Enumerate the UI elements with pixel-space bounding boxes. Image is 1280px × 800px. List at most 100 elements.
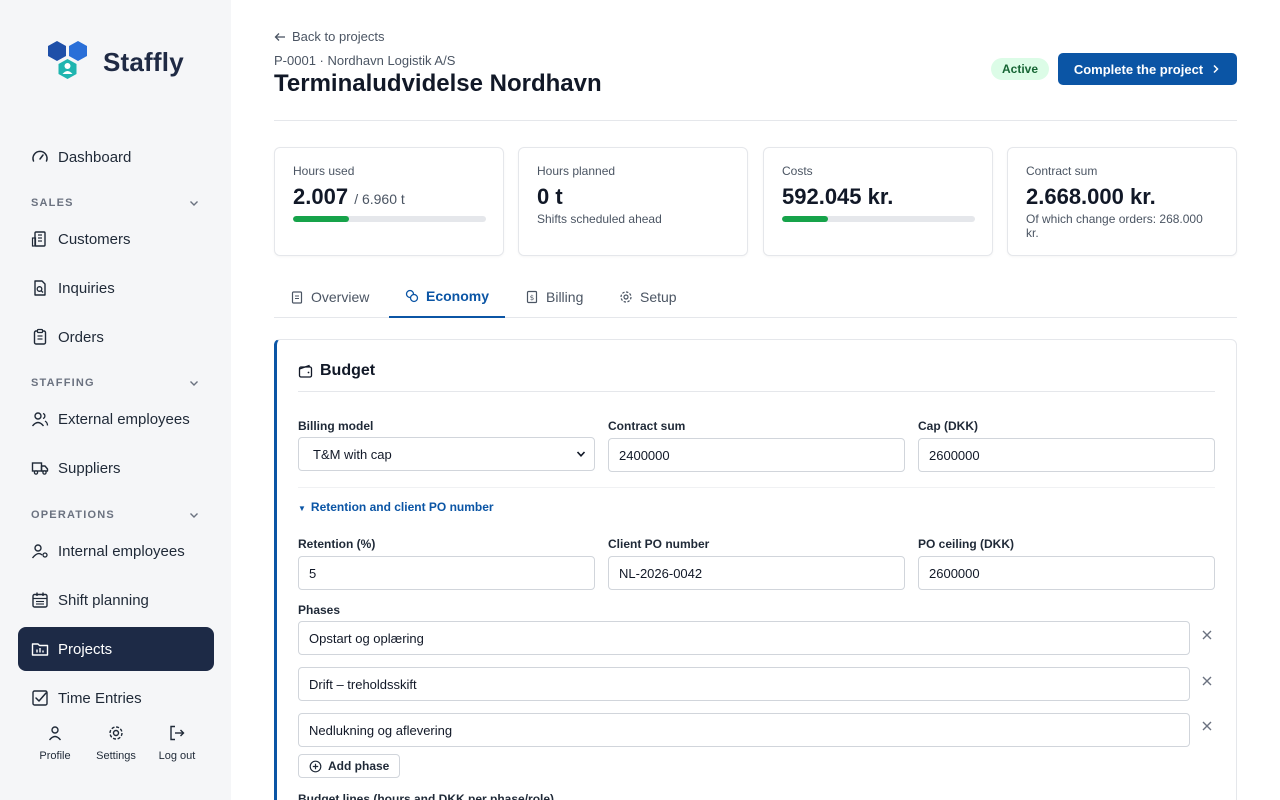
stat-label: Costs bbox=[782, 164, 813, 178]
section-sales[interactable]: SALES bbox=[31, 197, 199, 209]
wallet-icon bbox=[298, 364, 313, 378]
stat-label: Contract sum bbox=[1026, 164, 1098, 178]
app-name: Staffly bbox=[103, 46, 184, 77]
costs-progress bbox=[782, 216, 975, 222]
gear-icon bbox=[109, 726, 123, 740]
stat-value: 2.007 / 6.960 t bbox=[293, 184, 485, 210]
retention-input[interactable]: 5 bbox=[298, 556, 595, 590]
sidebar-item-orders[interactable]: Orders bbox=[18, 315, 214, 359]
budget-panel: Budget Billing model T&M with cap Contra… bbox=[274, 339, 1237, 800]
po-ceiling-label: PO ceiling (DKK) bbox=[918, 537, 1015, 551]
phase-input[interactable]: Drift – treholdsskift bbox=[298, 667, 1190, 701]
users-icon bbox=[31, 412, 49, 427]
stat-card-hours-used: Hours used 2.007 / 6.960 t bbox=[274, 147, 504, 256]
logout-label: Log out bbox=[158, 750, 196, 762]
gear-icon bbox=[620, 290, 632, 303]
tab-label: Overview bbox=[311, 288, 370, 305]
complete-project-button[interactable]: Complete the project bbox=[1058, 53, 1237, 85]
close-icon[interactable] bbox=[1201, 675, 1213, 687]
plus-circle-icon bbox=[309, 760, 322, 772]
gauge-icon bbox=[32, 150, 48, 162]
sidebar-item-inquiries[interactable]: Inquiries bbox=[18, 266, 214, 310]
complete-label: Complete the project bbox=[1073, 61, 1204, 77]
sidebar-item-external-employees[interactable]: External employees bbox=[18, 397, 214, 441]
sidebar-item-label: Time Entries bbox=[58, 689, 142, 707]
sidebar-footer: Profile Settings Log out bbox=[18, 724, 214, 762]
billing-model-value: T&M with cap bbox=[313, 446, 392, 462]
billing-model-label: Billing model bbox=[298, 419, 374, 433]
section-label: STAFFING bbox=[31, 377, 95, 389]
sidebar-item-label: Inquiries bbox=[58, 279, 115, 297]
client-po-input[interactable]: NL-2026-0042 bbox=[608, 556, 905, 590]
logout-button[interactable]: Log out bbox=[148, 724, 206, 762]
contract-sum-input[interactable]: 2400000 bbox=[608, 438, 905, 472]
sidebar: Staffly Dashboard SALES Customers Inquir… bbox=[0, 0, 231, 800]
checkbox-icon bbox=[32, 690, 48, 706]
section-staffing[interactable]: STAFFING bbox=[31, 377, 199, 389]
stat-note: Shifts scheduled ahead bbox=[537, 212, 662, 226]
tab-overview[interactable]: Overview bbox=[274, 276, 385, 317]
close-icon[interactable] bbox=[1201, 629, 1213, 641]
back-to-projects-link[interactable]: Back to projects bbox=[274, 29, 385, 44]
budget-title: Budget bbox=[320, 362, 376, 379]
phase-input[interactable]: Nedlukning og aflevering bbox=[298, 713, 1190, 747]
sidebar-item-time-entries[interactable]: Time Entries bbox=[18, 676, 214, 720]
sidebar-item-label: Internal employees bbox=[58, 542, 185, 560]
sidebar-item-dashboard[interactable]: Dashboard bbox=[18, 135, 214, 179]
chevron-down-icon bbox=[576, 451, 586, 457]
sidebar-item-customers[interactable]: Customers bbox=[18, 217, 214, 261]
close-icon[interactable] bbox=[1201, 720, 1213, 732]
add-phase-button[interactable]: Add phase bbox=[298, 754, 401, 778]
section-divider bbox=[298, 487, 1215, 488]
profile-button[interactable]: Profile bbox=[26, 724, 84, 762]
client-po-label: Client PO number bbox=[608, 537, 710, 551]
sidebar-item-suppliers[interactable]: Suppliers bbox=[18, 446, 214, 490]
retention-toggle-label: Retention and client PO number bbox=[310, 500, 494, 514]
page-title: Terminaludvidelse Nordhavn bbox=[274, 70, 602, 97]
sidebar-item-label: Orders bbox=[58, 328, 104, 346]
tab-billing[interactable]: $ Billing bbox=[509, 276, 599, 317]
tab-setup[interactable]: Setup bbox=[603, 276, 693, 317]
section-label: SALES bbox=[31, 197, 74, 209]
back-label: Back to projects bbox=[292, 29, 385, 44]
stat-label: Hours used bbox=[293, 164, 355, 178]
chevron-right-icon bbox=[1213, 64, 1219, 74]
sidebar-item-label: Projects bbox=[58, 640, 113, 658]
panel-title: Budget bbox=[298, 362, 375, 380]
sidebar-item-projects[interactable]: Projects bbox=[18, 627, 214, 671]
settings-button[interactable]: Settings bbox=[87, 724, 145, 762]
user-icon bbox=[48, 726, 62, 741]
stat-value: 0 t bbox=[537, 184, 563, 209]
settings-label: Settings bbox=[96, 750, 136, 762]
retention-toggle[interactable]: ▼ Retention and client PO number bbox=[298, 500, 494, 514]
billing-model-select[interactable]: T&M with cap bbox=[298, 437, 595, 471]
tab-economy[interactable]: Economy bbox=[389, 276, 506, 318]
tab-bar: Overview Economy $ Billing Setup bbox=[274, 276, 1237, 318]
section-operations[interactable]: OPERATIONS bbox=[31, 509, 199, 521]
sidebar-item-internal-employees[interactable]: Internal employees bbox=[18, 529, 214, 573]
profile-label: Profile bbox=[39, 750, 71, 762]
building-icon bbox=[31, 231, 46, 247]
stat-card-hours-planned: Hours planned 0 t Shifts scheduled ahead bbox=[518, 147, 748, 256]
project-meta: P-0001 · Nordhavn Logistik A/S bbox=[274, 53, 456, 68]
stat-note: Of which change orders: 268.000 kr. bbox=[1026, 212, 1203, 240]
stat-label: Hours planned bbox=[537, 164, 616, 178]
caret-down-icon: ▼ bbox=[298, 504, 306, 513]
logout-icon bbox=[170, 725, 185, 741]
tab-label: Economy bbox=[426, 288, 490, 304]
phase-input[interactable]: Opstart og oplæring bbox=[298, 621, 1190, 655]
stat-value: 2.668.000 kr. bbox=[1026, 184, 1156, 209]
stat-card-costs: Costs 592.045 kr. bbox=[763, 147, 993, 256]
phases-label: Phases bbox=[298, 603, 341, 617]
cap-input[interactable]: 2600000 bbox=[918, 438, 1215, 472]
tab-label: Billing bbox=[546, 288, 584, 305]
contract-sum-label: Contract sum bbox=[608, 419, 686, 433]
folder-chart-icon bbox=[31, 643, 49, 656]
section-label: OPERATIONS bbox=[31, 509, 115, 521]
logo[interactable]: Staffly bbox=[46, 40, 184, 84]
po-ceiling-input[interactable]: 2600000 bbox=[918, 556, 1215, 590]
sidebar-item-shift-planning[interactable]: Shift planning bbox=[18, 578, 214, 622]
stat-value: 592.045 kr. bbox=[782, 184, 894, 209]
chevron-down-icon bbox=[190, 201, 198, 206]
chevron-down-icon bbox=[190, 381, 198, 386]
